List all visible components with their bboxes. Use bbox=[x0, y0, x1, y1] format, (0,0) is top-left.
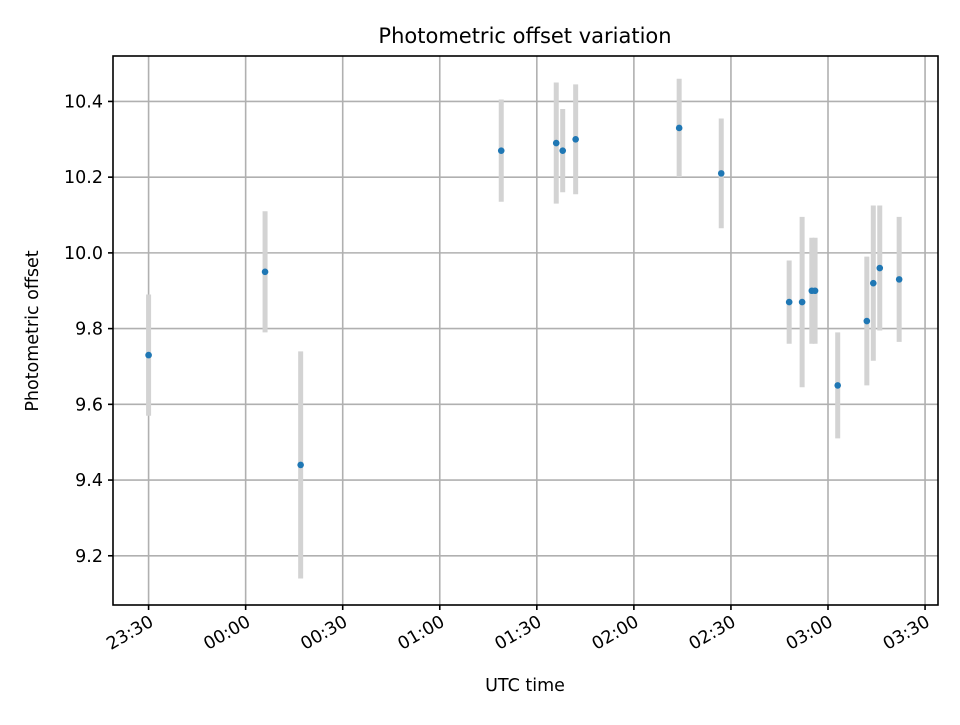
x-tick-label: 00:30 bbox=[298, 612, 352, 655]
data-point bbox=[552, 139, 560, 147]
x-tick-label: 01:30 bbox=[492, 612, 546, 655]
y-tick-label: 9.8 bbox=[75, 320, 103, 340]
y-tick-label: 10.4 bbox=[64, 92, 103, 112]
data-point bbox=[811, 287, 819, 295]
data-point bbox=[869, 279, 877, 287]
data-point bbox=[895, 276, 903, 283]
data-point bbox=[572, 135, 579, 143]
plot-frame bbox=[112, 55, 939, 606]
data-point bbox=[863, 317, 871, 325]
x-tick-label: 03:00 bbox=[783, 612, 837, 655]
x-tick-label: 01:00 bbox=[395, 612, 449, 655]
y-axis-label: Photometric offset bbox=[23, 250, 43, 411]
data-point bbox=[876, 264, 884, 272]
y-tick-label: 9.2 bbox=[75, 547, 103, 567]
grid bbox=[113, 56, 938, 605]
data-point bbox=[297, 461, 304, 469]
data-point bbox=[145, 351, 152, 359]
chart-title: Photometric offset variation bbox=[378, 24, 671, 48]
data-point bbox=[497, 147, 505, 154]
data-point bbox=[717, 170, 725, 177]
x-tick-label: 00:00 bbox=[200, 612, 254, 655]
x-tick-label: 02:00 bbox=[589, 612, 643, 655]
x-tick-label: 02:30 bbox=[686, 612, 740, 655]
data-points bbox=[145, 124, 903, 469]
y-tick-label: 10.2 bbox=[64, 168, 103, 188]
x-tick-label: 23:30 bbox=[103, 612, 157, 655]
x-tick-label: 03:30 bbox=[880, 612, 934, 655]
data-point bbox=[785, 298, 793, 306]
data-point bbox=[559, 147, 567, 154]
data-point bbox=[834, 382, 842, 389]
y-tick-label: 10.0 bbox=[64, 244, 103, 264]
data-point bbox=[261, 268, 269, 276]
y-tick-label: 9.6 bbox=[75, 395, 103, 415]
data-point bbox=[675, 124, 683, 132]
data-point bbox=[798, 298, 806, 306]
x-axis-label: UTC time bbox=[485, 676, 565, 696]
y-tick-label: 9.4 bbox=[75, 471, 103, 491]
